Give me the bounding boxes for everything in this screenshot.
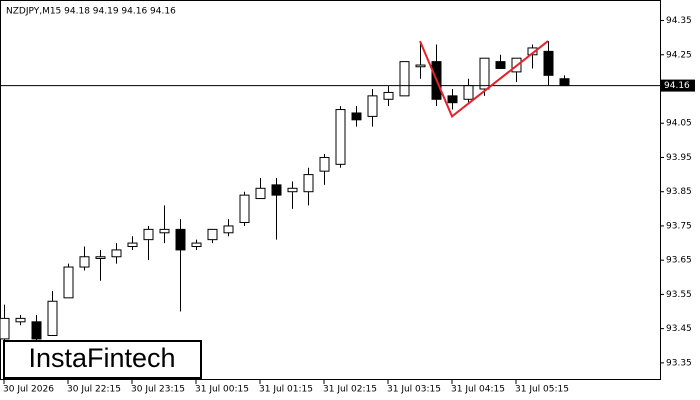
x-tick-label: 30 Jul 23:15 bbox=[131, 385, 185, 395]
candle-body bbox=[495, 61, 506, 69]
candle-body bbox=[271, 184, 282, 196]
candle-body bbox=[463, 85, 474, 100]
candle-body bbox=[543, 50, 554, 76]
plot-area bbox=[0, 40, 660, 343]
x-tick-label: 31 Jul 04:15 bbox=[451, 385, 505, 395]
y-tick-label: 93.75 bbox=[666, 221, 692, 231]
candle-body bbox=[191, 242, 202, 247]
x-tick-label: 31 Jul 03:15 bbox=[387, 385, 441, 395]
candle-body bbox=[351, 112, 362, 121]
y-tick-label: 94.35 bbox=[666, 16, 692, 26]
candle-body bbox=[415, 64, 426, 68]
candle-body bbox=[111, 249, 122, 258]
logo-box bbox=[3, 340, 202, 379]
y-tick-label: 94.25 bbox=[666, 50, 692, 60]
candle-body bbox=[207, 228, 218, 241]
candle-body bbox=[367, 95, 378, 117]
candle-body bbox=[95, 256, 106, 259]
candle-body bbox=[559, 78, 570, 87]
candle-body bbox=[31, 321, 42, 340]
y-tick-label: 93.65 bbox=[666, 256, 692, 266]
x-tick-label: 31 Jul 05:15 bbox=[515, 385, 569, 395]
candle-body bbox=[159, 228, 170, 234]
x-tick-label: 30 Jul 2026 bbox=[3, 385, 54, 395]
x-tick-label: 31 Jul 02:15 bbox=[323, 385, 377, 395]
candle-body bbox=[319, 156, 330, 172]
pattern-line bbox=[419, 40, 549, 118]
logo: InstaFintech bbox=[28, 343, 175, 373]
candle-body bbox=[447, 95, 458, 104]
candle-body bbox=[239, 194, 250, 224]
x-tick-label: 31 Jul 01:15 bbox=[259, 385, 313, 395]
candle-body bbox=[15, 317, 26, 323]
candle-body bbox=[287, 187, 298, 193]
chart-title: NZDJPY,M15 94.18 94.19 94.16 94.16 bbox=[6, 7, 176, 17]
candle-body bbox=[47, 300, 58, 336]
candle-body bbox=[143, 228, 154, 241]
candle-body bbox=[479, 57, 490, 90]
y-tick-label: 93.45 bbox=[666, 324, 692, 334]
candle-body bbox=[399, 61, 410, 97]
candle-body bbox=[63, 266, 74, 299]
candle-body bbox=[127, 242, 138, 247]
current-price-label: 94.16 bbox=[664, 81, 690, 91]
candle-body bbox=[223, 225, 234, 234]
candle-body bbox=[527, 47, 538, 56]
candle-body bbox=[79, 256, 90, 268]
current-price-box bbox=[661, 79, 695, 92]
candle-body bbox=[175, 228, 186, 251]
candle-body bbox=[335, 109, 346, 165]
candle-body bbox=[0, 317, 10, 340]
y-tick-label: 93.85 bbox=[666, 187, 692, 197]
x-tick-label: 31 Jul 00:15 bbox=[195, 385, 249, 395]
y-tick-label: 94.05 bbox=[666, 119, 692, 129]
y-tick-label: 93.35 bbox=[666, 358, 692, 368]
candle-body bbox=[255, 187, 266, 200]
y-tick-label: 93.55 bbox=[666, 290, 692, 300]
x-tick-label: 30 Jul 22:15 bbox=[67, 385, 121, 395]
candle-body bbox=[383, 91, 394, 100]
y-tick-label: 93.95 bbox=[666, 153, 692, 163]
candle-body bbox=[303, 174, 314, 193]
plot-frame bbox=[0, 0, 661, 380]
